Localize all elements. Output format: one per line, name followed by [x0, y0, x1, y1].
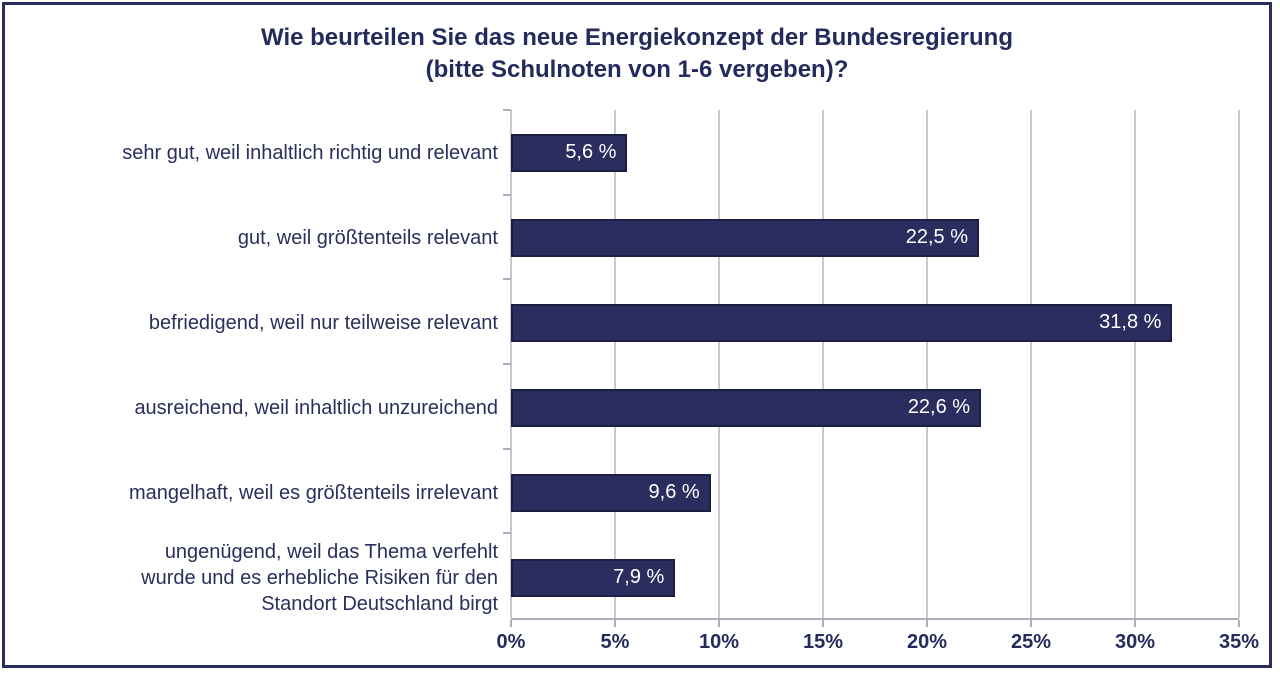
- x-axis-row: 0% 5% 10% 15% 20% 25% 30% 35%: [39, 620, 1259, 668]
- x-axis-label: 20%: [906, 631, 948, 653]
- category-label: gut, weil größtenteils relevant: [237, 226, 498, 249]
- bar-value-label: 31,8 %: [1099, 311, 1162, 333]
- category-label: befriedigend, weil nur teilweise relevan…: [148, 311, 498, 334]
- x-axis-label: 30%: [1114, 631, 1156, 653]
- y-axis-tick: [503, 278, 511, 281]
- x-axis-tick: [1030, 620, 1032, 627]
- x-axis-spacer: [39, 620, 511, 668]
- chart-title-line-1: Wie beurteilen Sie das neue Energiekonze…: [261, 24, 1013, 51]
- y-axis-tick: [503, 109, 511, 111]
- bar-value-label: 22,5 %: [905, 226, 968, 248]
- x-axis-tick: [717, 620, 720, 627]
- y-axis-tick: [503, 447, 511, 450]
- x-axis-tick: [925, 620, 928, 627]
- category-label: ungenügend, weil das Thema verfehlt wurd…: [141, 540, 498, 615]
- x-axis-label: 5%: [600, 631, 630, 653]
- bar: 9,6 %: [511, 473, 711, 512]
- x-axis-tick: [510, 620, 512, 627]
- bar: 5,6 %: [511, 133, 628, 172]
- y-axis-tick: [503, 532, 511, 535]
- category-label: sehr gut, weil inhaltlich richtig und re…: [122, 141, 498, 164]
- bar-value-label: 7,9 %: [613, 566, 665, 588]
- bar-row: 22,5 %: [511, 195, 1239, 280]
- x-axis-label: 25%: [1010, 631, 1052, 653]
- gridline: [925, 110, 928, 618]
- chart-frame: Wie beurteilen Sie das neue Energiekonze…: [2, 2, 1272, 668]
- x-axis-tick: [1134, 620, 1136, 627]
- chart-title-line-2: (bitte Schulnoten von 1-6 vergeben)?: [425, 56, 849, 83]
- category-label: mangelhaft, weil es größtenteils irrelev…: [128, 481, 498, 504]
- bar-value-label: 22,6 %: [907, 396, 971, 418]
- gridline: [613, 110, 616, 618]
- gridline: [1134, 110, 1136, 618]
- x-axis-label: 35%: [1218, 631, 1260, 653]
- y-axis-tick: [503, 193, 511, 196]
- x-axis-track: 0% 5% 10% 15% 20% 25% 30% 35%: [497, 620, 1259, 668]
- bar: 22,5 %: [511, 218, 979, 257]
- gridline: [1030, 110, 1032, 618]
- category-label: ausreichend, weil inhaltlich unzureichen…: [134, 396, 498, 419]
- plot-area: 5,6 % 22,5 % 31,8 % 22,6 % 9,6 % 7,9 %: [503, 109, 1240, 620]
- bar-row: 5,6 %: [511, 110, 1239, 195]
- bar-row: 22,6 %: [511, 365, 1239, 450]
- bar-row: 31,8 %: [511, 280, 1239, 365]
- chart-area: sehr gut, weil inhaltlich richtig und re…: [39, 109, 1259, 668]
- x-axis-tick: [1238, 620, 1240, 627]
- x-axis-tick: [822, 620, 824, 627]
- bar: 22,6 %: [511, 388, 982, 427]
- bar: 31,8 %: [511, 303, 1173, 342]
- x-axis-label: 10%: [698, 631, 740, 653]
- gridline: [510, 110, 512, 618]
- chart-title: Wie beurteilen Sie das neue Energiekonze…: [5, 5, 1269, 86]
- gridline: [717, 110, 720, 618]
- x-axis-label: 15%: [802, 631, 844, 653]
- bar: 7,9 %: [511, 558, 676, 597]
- x-axis-tick: [613, 620, 616, 627]
- bar-row: 7,9 %: [511, 535, 1239, 620]
- chart-body: sehr gut, weil inhaltlich richtig und re…: [39, 109, 1240, 620]
- category-labels-column: sehr gut, weil inhaltlich richtig und re…: [39, 110, 511, 620]
- x-axis-label: 0%: [496, 631, 526, 653]
- gridline: [1238, 110, 1240, 618]
- y-axis-tick: [503, 363, 511, 365]
- gridline: [822, 110, 824, 618]
- bar-value-label: 9,6 %: [648, 481, 700, 503]
- bar-value-label: 5,6 %: [565, 141, 617, 163]
- bar-row: 9,6 %: [511, 450, 1239, 535]
